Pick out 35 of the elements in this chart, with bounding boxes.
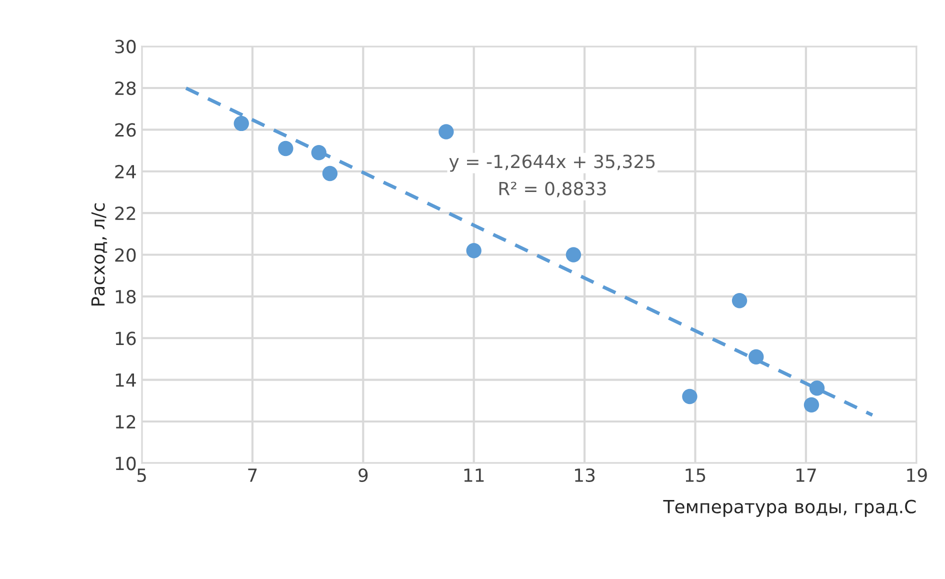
point xyxy=(278,140,294,156)
x-tick-label: 7 xyxy=(248,468,257,482)
annotation: R² = 0,8833 xyxy=(499,182,606,198)
point xyxy=(311,145,326,160)
y-tick-label: 20 xyxy=(115,248,136,262)
y-tick-label: 22 xyxy=(115,206,136,220)
x-tick-label: 13 xyxy=(575,468,595,482)
x-tick-label: 19 xyxy=(907,468,927,482)
x-axis-title: Температура воды, град.С xyxy=(663,500,916,517)
y-tick-label: 28 xyxy=(115,81,136,96)
y-tick-label: 12 xyxy=(116,414,136,428)
x-tick-label: 5 xyxy=(137,468,146,482)
point xyxy=(732,293,748,308)
x-tick-label: 11 xyxy=(464,468,484,482)
point xyxy=(234,116,249,132)
point xyxy=(466,242,482,258)
point xyxy=(322,166,338,182)
x-tick-label: 17 xyxy=(796,468,816,482)
x-tick-label: 9 xyxy=(358,468,368,482)
point xyxy=(748,349,764,365)
y-tick-label: 14 xyxy=(116,374,136,387)
point xyxy=(566,247,582,262)
point xyxy=(438,124,454,140)
y-axis-title: Расход, л/с xyxy=(91,203,108,306)
annotation: y = -1,2644x + 35,325 xyxy=(449,154,655,172)
point xyxy=(804,397,820,412)
point xyxy=(682,388,698,404)
y-tick-label: 30 xyxy=(115,40,136,54)
y-tick-label: 18 xyxy=(116,290,136,304)
point xyxy=(809,380,825,396)
x-tick-label: 15 xyxy=(686,468,706,482)
y-tick-label: 24 xyxy=(115,164,136,178)
y-tick-label: 16 xyxy=(116,332,136,346)
y-tick-label: 10 xyxy=(116,456,136,470)
y-tick-label: 26 xyxy=(115,123,136,137)
